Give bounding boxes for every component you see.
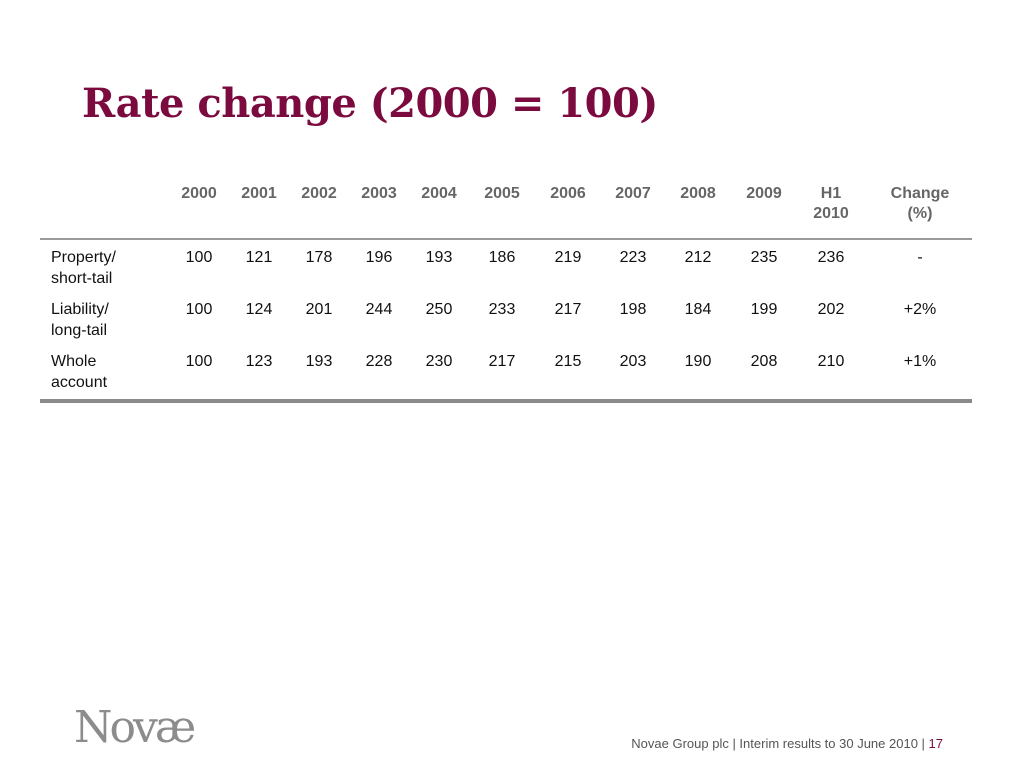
column-header: 2000 (166, 176, 232, 240)
column-header: 2006 (532, 176, 604, 240)
table-cell: 223 (619, 249, 647, 266)
table-cell: 196 (365, 249, 393, 266)
table-cell: 219 (554, 249, 582, 266)
footer-text: Novae Group plc | Interim results to 30 … (631, 736, 929, 751)
column-header: 2003 (352, 176, 406, 240)
table-cell: 190 (662, 344, 734, 403)
table-cell: +1% (868, 344, 972, 403)
table-cell: 186 (488, 249, 516, 266)
page-number: 17 (928, 736, 943, 751)
table-cell: 178 (305, 249, 333, 266)
table-cell: 215 (532, 344, 604, 403)
row-label: Whole account (40, 344, 166, 403)
column-header: Change (%) (868, 176, 972, 240)
table-cell: 121 (245, 249, 273, 266)
table-cell: - (917, 249, 923, 266)
column-header: H1 2010 (794, 176, 868, 240)
header-cell-empty (40, 176, 166, 240)
table-cell: 250 (425, 301, 453, 318)
table-cell: 100 (185, 301, 213, 318)
table-cell: 100 (166, 344, 232, 403)
table-cell: 198 (619, 301, 647, 318)
column-header: 2001 (232, 176, 286, 240)
table-cell: 184 (684, 301, 712, 318)
table-cell: 193 (286, 344, 352, 403)
table-cell: 217 (554, 301, 582, 318)
table-cell: 210 (794, 344, 868, 403)
table-cell: 193 (425, 249, 453, 266)
table-body: Property/short-tail 100 121 178 196 193 186 219… (40, 239, 972, 403)
row-label: Liability/long-tail (51, 301, 109, 339)
column-header: 2004 (406, 176, 472, 240)
table-row: Liability/long-tail 100 124 201 244 250 233 217… (40, 292, 972, 344)
table-cell: 201 (305, 301, 333, 318)
table-cell: 228 (352, 344, 406, 403)
table-cell: 230 (406, 344, 472, 403)
table-cell: 235 (750, 249, 778, 266)
row-label: Property/short-tail (51, 249, 116, 287)
table-cell: 199 (750, 301, 778, 318)
column-header: 2005 (472, 176, 532, 240)
table-cell: 217 (472, 344, 532, 403)
table-cell: 233 (488, 301, 516, 318)
table-row: Property/short-tail 100 121 178 196 193 186 219… (40, 239, 972, 292)
table-header-row: 2000 2001 2002 2003 2004 2005 2006 2007 2008 2009… (40, 176, 972, 240)
table-cell: 236 (817, 249, 845, 266)
rate-change-table: 2000 2001 2002 2003 2004 2005 2006 2007 2008 2009… (40, 176, 972, 403)
column-header: 2009 (734, 176, 794, 240)
table-cell: 100 (185, 249, 213, 266)
table-cell: 203 (604, 344, 662, 403)
table-cell: 208 (734, 344, 794, 403)
column-header: 2007 (604, 176, 662, 240)
table-cell: 123 (232, 344, 286, 403)
column-header: 2008 (662, 176, 734, 240)
footer: Novae Group plc | Interim results to 30 … (631, 736, 943, 751)
page-title: Rate change (2000 = 100) (82, 80, 658, 127)
table-cell: +2% (903, 301, 937, 318)
table-cell: 202 (817, 301, 845, 318)
novae-logo: Novæ (74, 702, 196, 753)
table-row: Whole account 100 123 193 228 230 217 215 203 190 2… (40, 344, 972, 403)
table-cell: 212 (684, 249, 712, 266)
table-cell: 124 (245, 301, 273, 318)
table-cell: 244 (365, 301, 393, 318)
column-header: 2002 (286, 176, 352, 240)
